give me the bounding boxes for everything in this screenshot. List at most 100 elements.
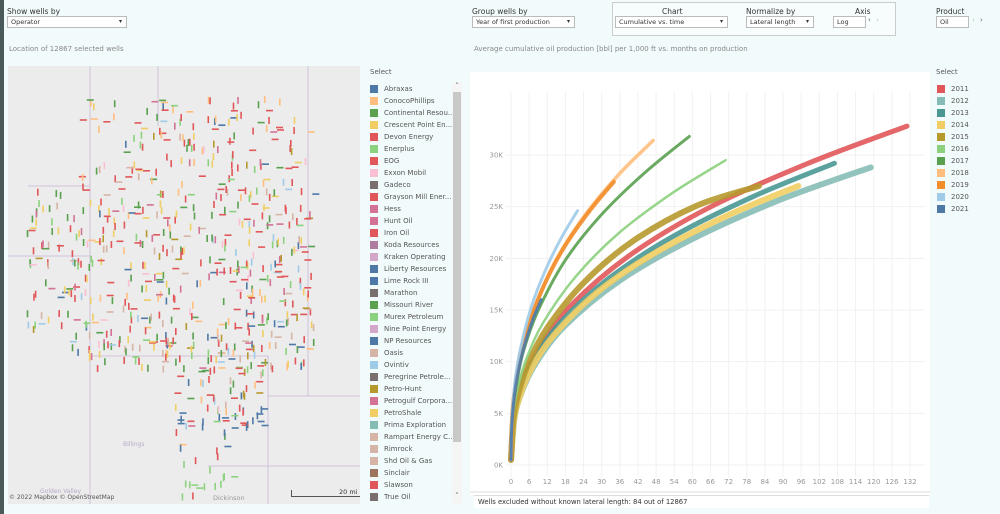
well-marker[interactable] (144, 326, 152, 329)
well-marker[interactable] (249, 149, 257, 152)
well-marker[interactable] (238, 218, 241, 226)
well-marker[interactable] (216, 453, 219, 461)
well-marker[interactable] (136, 169, 144, 172)
well-marker[interactable] (156, 293, 163, 296)
well-marker[interactable] (158, 253, 161, 260)
well-marker[interactable] (202, 380, 204, 388)
well-marker[interactable] (190, 345, 193, 353)
well-marker[interactable] (125, 140, 127, 148)
well-marker[interactable] (248, 297, 256, 299)
well-marker[interactable] (245, 342, 253, 344)
well-marker[interactable] (232, 151, 234, 159)
well-marker[interactable] (32, 247, 35, 255)
well-marker[interactable] (174, 216, 176, 224)
well-marker[interactable] (88, 346, 90, 354)
well-marker[interactable] (159, 200, 162, 208)
well-marker[interactable] (141, 285, 143, 293)
operator-legend-item[interactable]: Nine Point Energy (370, 323, 446, 334)
well-marker[interactable] (213, 420, 221, 423)
well-marker[interactable] (183, 365, 185, 373)
well-marker[interactable] (181, 181, 183, 189)
well-marker[interactable] (45, 279, 47, 287)
well-marker[interactable] (192, 332, 194, 340)
well-marker[interactable] (73, 319, 81, 321)
well-marker[interactable] (297, 242, 300, 249)
well-marker[interactable] (29, 264, 37, 266)
well-marker[interactable] (271, 138, 279, 141)
product-input[interactable]: Oil (936, 16, 969, 28)
well-marker[interactable] (134, 242, 142, 244)
well-marker[interactable] (57, 227, 60, 235)
well-marker[interactable] (165, 353, 167, 361)
well-marker[interactable] (208, 376, 210, 383)
well-marker[interactable] (282, 236, 285, 244)
operator-legend-item[interactable]: Kraken Operating (370, 251, 446, 262)
well-marker[interactable] (225, 186, 227, 193)
well-marker[interactable] (162, 229, 165, 236)
well-marker[interactable] (85, 320, 87, 328)
well-marker[interactable] (225, 343, 228, 351)
well-marker[interactable] (276, 276, 284, 278)
well-marker[interactable] (199, 367, 207, 369)
well-marker[interactable] (249, 191, 252, 199)
well-marker[interactable] (141, 317, 149, 320)
well-marker[interactable] (227, 178, 235, 181)
well-marker[interactable] (165, 332, 167, 340)
well-marker[interactable] (248, 195, 251, 202)
well-marker[interactable] (102, 226, 105, 234)
well-marker[interactable] (133, 161, 136, 169)
well-marker[interactable] (106, 294, 114, 297)
well-marker[interactable] (168, 287, 170, 295)
operator-legend-item[interactable]: Petrogulf Corpora... (370, 395, 452, 406)
well-marker[interactable] (151, 177, 153, 185)
well-marker[interactable] (35, 210, 38, 218)
well-marker[interactable] (162, 244, 164, 252)
operator-legend-item[interactable]: Murex Petroleum (370, 311, 443, 322)
well-marker[interactable] (179, 118, 181, 126)
well-marker[interactable] (37, 188, 39, 196)
well-marker[interactable] (216, 447, 218, 455)
well-marker[interactable] (277, 238, 279, 246)
well-marker[interactable] (130, 316, 133, 324)
well-marker[interactable] (89, 350, 91, 357)
well-marker[interactable] (225, 401, 227, 409)
well-marker[interactable] (100, 198, 102, 206)
well-marker[interactable] (265, 188, 268, 196)
well-marker[interactable] (99, 238, 101, 246)
well-marker[interactable] (83, 189, 90, 191)
well-marker[interactable] (90, 255, 92, 263)
well-marker[interactable] (122, 205, 125, 213)
well-marker[interactable] (229, 137, 231, 145)
well-marker[interactable] (266, 109, 273, 112)
well-marker[interactable] (233, 308, 241, 311)
well-marker[interactable] (142, 217, 150, 219)
year-legend-item[interactable]: 2013 (937, 107, 969, 118)
well-marker[interactable] (86, 99, 94, 101)
well-marker[interactable] (82, 207, 85, 215)
well-marker[interactable] (138, 358, 140, 365)
well-marker[interactable] (130, 308, 138, 310)
operator-legend-item[interactable]: Rampart Energy C... (370, 431, 452, 442)
well-marker[interactable] (198, 175, 206, 177)
well-marker[interactable] (300, 246, 308, 248)
well-marker[interactable] (88, 332, 91, 340)
well-marker[interactable] (153, 234, 161, 236)
well-marker[interactable] (290, 332, 293, 340)
well-marker[interactable] (132, 356, 140, 358)
axis-next-button[interactable]: › (876, 16, 879, 24)
well-marker[interactable] (140, 131, 143, 139)
well-marker[interactable] (218, 183, 226, 185)
well-marker[interactable] (246, 295, 254, 297)
well-marker[interactable] (123, 247, 125, 255)
map-attribution[interactable]: © 2022 Mapbox © OpenStreetMap (9, 494, 115, 501)
well-marker[interactable] (141, 143, 144, 151)
well-marker[interactable] (266, 224, 274, 226)
well-marker[interactable] (193, 132, 195, 140)
well-marker[interactable] (270, 263, 272, 271)
well-marker[interactable] (166, 153, 168, 161)
well-marker[interactable] (212, 394, 215, 402)
well-marker[interactable] (307, 131, 315, 133)
well-marker[interactable] (74, 283, 76, 291)
well-marker[interactable] (215, 356, 217, 364)
operator-legend-item[interactable]: Crescent Point En... (370, 119, 452, 130)
